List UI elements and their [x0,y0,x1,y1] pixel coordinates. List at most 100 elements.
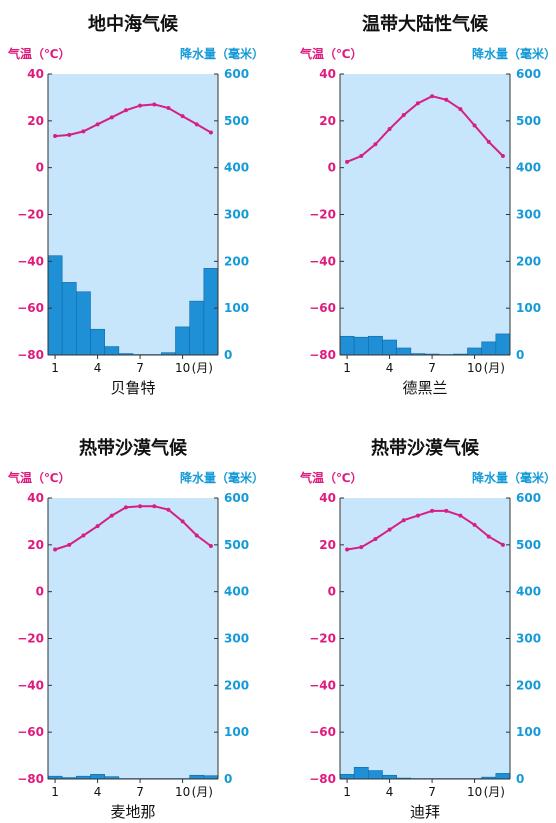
temperature-point [138,504,143,509]
precipitation-bar [481,341,497,356]
precipitation-tick-label: 600 [516,67,541,81]
precipitation-tick-label: 500 [224,114,249,128]
temperature-point [444,508,449,513]
temperature-point [387,527,392,532]
temperature-point [359,153,364,158]
precipitation-axis-label: 降水量（毫米） [180,470,264,485]
temperature-point [109,115,114,120]
temperature-line [346,509,504,551]
temperature-tick-label: 20 [27,114,44,128]
precipitation-tick-label: 300 [224,632,249,646]
month-tick-label: 4 [94,785,102,799]
precipitation-tick-label: 500 [224,538,249,552]
temperature-point [208,130,213,135]
precipitation-tick-label: 500 [516,114,541,128]
temperature-point [458,513,463,518]
precipitation-bar [353,336,369,356]
precipitation-bar [382,339,397,356]
precipitation-bar [339,774,355,780]
month-tick-label: 1 [51,785,59,799]
precipitation-tick-label: 400 [516,161,541,175]
temperature-point [472,522,477,527]
temperature-tick-label: −80 [17,772,44,786]
precipitation-bar [495,773,511,780]
temperature-point [166,507,171,512]
temperature-tick-label: 20 [319,538,336,552]
plot-area [48,498,218,779]
month-tick-label: 10 [467,361,482,375]
temperature-point [345,159,350,164]
month-tick-label: 10 [467,785,482,799]
precipitation-tick-label: 300 [516,632,541,646]
precipitation-tick-label: 600 [516,491,541,505]
temperature-point [387,127,392,132]
temperature-line [346,95,504,163]
temperature-point [415,101,420,106]
temperature-point [95,524,100,529]
month-tick-label: 7 [136,785,144,799]
month-tick-label: 1 [343,785,351,799]
temperature-point [123,505,128,510]
temperature-tick-label: −80 [309,772,336,786]
temperature-point [81,129,86,134]
temperature-point [401,112,406,117]
temperature-tick-label: −80 [309,348,336,362]
temperature-point [401,518,406,523]
temperature-point [109,513,114,518]
precipitation-tick-label: 600 [224,67,249,81]
temperature-point [95,122,100,127]
temperature-axis-label: 气温（℃） [7,46,71,61]
temperature-point [345,547,350,552]
month-tick-label: 7 [136,361,144,375]
temperature-point [500,542,505,547]
precipitation-bar [76,291,91,356]
precipitation-bar [90,328,105,356]
temperature-tick-label: −40 [17,678,44,692]
plot-area [340,74,510,355]
temperature-tick-label: 0 [36,161,44,175]
precipitation-tick-label: 0 [516,348,524,362]
temperature-point [373,536,378,541]
temperature-tick-label: −20 [17,208,44,222]
temperature-point [53,547,58,552]
temperature-point [486,139,491,144]
temperature-tick-label: −40 [17,254,44,268]
chart-title: 热带沙漠气候 [79,437,188,459]
temperature-tick-label: 0 [328,585,336,599]
temperature-line [54,505,212,551]
city-name: 麦地那 [110,803,155,821]
temperature-axis-label: 气温（℃） [299,470,363,485]
temperature-point [208,544,213,549]
temperature-tick-label: 0 [36,585,44,599]
temperature-point [430,508,435,513]
city-name: 德黑兰 [402,379,447,397]
precipitation-bar [495,333,511,356]
plot-area [340,498,510,779]
precipitation-tick-label: 400 [516,585,541,599]
chart-title: 地中海气候 [88,13,179,35]
temperature-point [180,114,185,119]
precipitation-axis-label: 降水量（毫米） [472,46,556,61]
temperature-axis-label: 气温（℃） [299,46,363,61]
month-tick-label: 4 [94,361,102,375]
precipitation-bar [189,774,205,780]
precipitation-tick-label: 500 [516,538,541,552]
temperature-axis-label: 气温（℃） [7,470,71,485]
temperature-tick-label: −20 [309,632,336,646]
temperature-point [123,108,128,113]
precipitation-tick-label: 200 [224,678,249,692]
temperature-tick-label: −60 [17,301,44,315]
temperature-tick-label: 20 [27,538,44,552]
month-tick-label: 4 [386,361,394,375]
temperature-point [67,132,72,137]
temperature-tick-label: 0 [328,161,336,175]
month-unit-label: (月) [484,361,505,375]
temperature-point [67,542,72,547]
temperature-tick-label: −40 [309,254,336,268]
month-unit-label: (月) [192,361,213,375]
precipitation-tick-label: 400 [224,585,249,599]
precipitation-bar [396,347,412,356]
precipitation-tick-label: 400 [224,161,249,175]
temperature-point [373,142,378,147]
